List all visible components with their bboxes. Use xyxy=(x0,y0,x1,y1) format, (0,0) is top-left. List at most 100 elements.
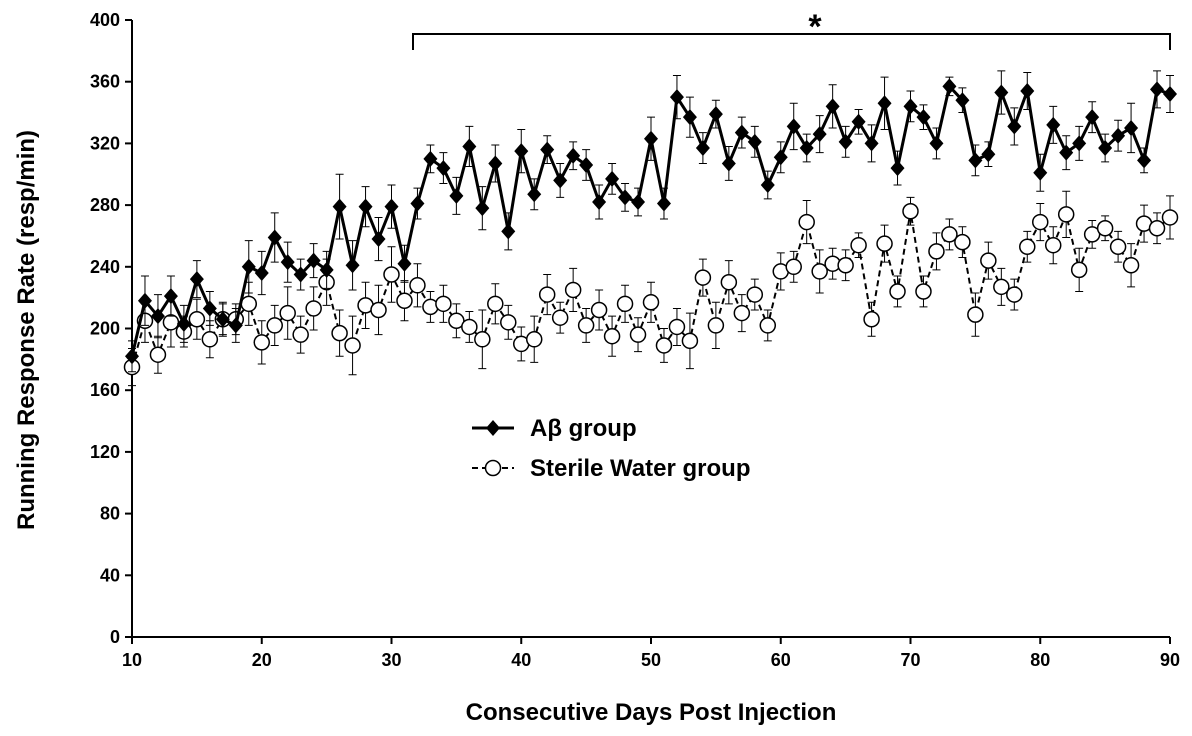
marker xyxy=(487,295,504,313)
marker xyxy=(1033,164,1048,181)
marker xyxy=(993,278,1010,296)
marker xyxy=(1150,81,1165,98)
y-tick-label: 40 xyxy=(100,565,120,585)
marker xyxy=(733,304,751,322)
marker xyxy=(1032,213,1049,231)
marker xyxy=(384,198,399,215)
x-tick-label: 20 xyxy=(252,650,272,670)
marker xyxy=(605,170,620,187)
marker xyxy=(799,140,814,157)
y-tick-label: 320 xyxy=(90,133,120,153)
marker xyxy=(695,140,710,157)
x-tick-label: 10 xyxy=(122,650,142,670)
marker xyxy=(968,152,983,169)
marker xyxy=(577,317,595,334)
y-tick-label: 80 xyxy=(100,504,120,524)
marker xyxy=(798,213,815,231)
marker xyxy=(967,306,984,323)
marker xyxy=(435,295,452,313)
y-tick-label: 120 xyxy=(90,442,120,462)
marker xyxy=(228,317,243,334)
marker xyxy=(202,300,217,317)
marker xyxy=(1006,286,1023,303)
marker xyxy=(916,109,931,126)
marker xyxy=(344,337,361,354)
marker xyxy=(423,150,438,167)
marker xyxy=(941,226,958,243)
marker xyxy=(188,310,206,328)
marker xyxy=(592,194,607,211)
marker xyxy=(837,257,854,274)
marker xyxy=(721,155,736,172)
marker xyxy=(980,252,997,269)
marker xyxy=(915,283,932,300)
marker xyxy=(319,261,334,278)
marker xyxy=(1163,86,1177,103)
legend-label: Aβ group xyxy=(530,415,637,442)
marker xyxy=(125,348,139,365)
marker xyxy=(1057,206,1075,223)
marker xyxy=(331,324,348,342)
marker xyxy=(890,160,905,177)
marker xyxy=(553,172,568,189)
marker xyxy=(201,331,219,348)
significance-bracket xyxy=(412,33,1171,50)
marker xyxy=(889,283,906,300)
marker xyxy=(525,331,543,348)
marker xyxy=(851,113,866,130)
marker xyxy=(759,317,777,334)
marker xyxy=(253,334,270,351)
marker xyxy=(656,195,671,212)
marker xyxy=(1148,219,1166,237)
marker xyxy=(1085,109,1100,126)
y-tick-label: 200 xyxy=(90,319,120,339)
marker xyxy=(720,273,738,291)
y-tick-label: 400 xyxy=(90,10,120,30)
marker xyxy=(371,231,386,248)
marker xyxy=(462,138,477,155)
marker xyxy=(137,292,152,309)
marker xyxy=(955,92,970,109)
marker xyxy=(266,317,283,334)
marker xyxy=(305,300,322,317)
marker xyxy=(1020,82,1035,99)
marker xyxy=(538,286,556,303)
x-tick-label: 80 xyxy=(1030,650,1050,670)
marker xyxy=(812,126,827,143)
x-tick-label: 50 xyxy=(641,650,661,670)
legend-marker xyxy=(486,420,500,436)
marker xyxy=(954,233,971,251)
marker xyxy=(358,198,373,215)
marker xyxy=(162,314,180,331)
marker xyxy=(176,315,191,332)
x-tick-label: 60 xyxy=(771,650,791,670)
marker xyxy=(279,304,296,322)
marker xyxy=(1007,118,1022,135)
legend-label: Sterile Water group xyxy=(530,455,750,482)
marker xyxy=(436,160,451,177)
marker xyxy=(734,124,749,141)
x-tick-label: 70 xyxy=(900,650,920,670)
marker xyxy=(306,252,321,269)
marker xyxy=(383,266,400,283)
marker xyxy=(149,346,167,363)
marker xyxy=(1122,257,1140,274)
y-tick-label: 160 xyxy=(90,380,120,400)
significance-annotation: * xyxy=(808,8,822,46)
marker xyxy=(863,310,880,328)
marker xyxy=(785,258,802,276)
marker xyxy=(564,281,582,299)
marker xyxy=(902,203,919,220)
x-tick-label: 40 xyxy=(511,650,531,670)
marker xyxy=(1098,140,1113,157)
marker xyxy=(540,141,555,158)
marker xyxy=(825,98,840,115)
marker xyxy=(1046,116,1061,133)
marker xyxy=(655,337,673,354)
marker xyxy=(590,301,608,319)
y-tick-label: 240 xyxy=(90,257,120,277)
marker xyxy=(345,257,360,274)
marker xyxy=(215,311,230,328)
marker xyxy=(773,149,788,166)
